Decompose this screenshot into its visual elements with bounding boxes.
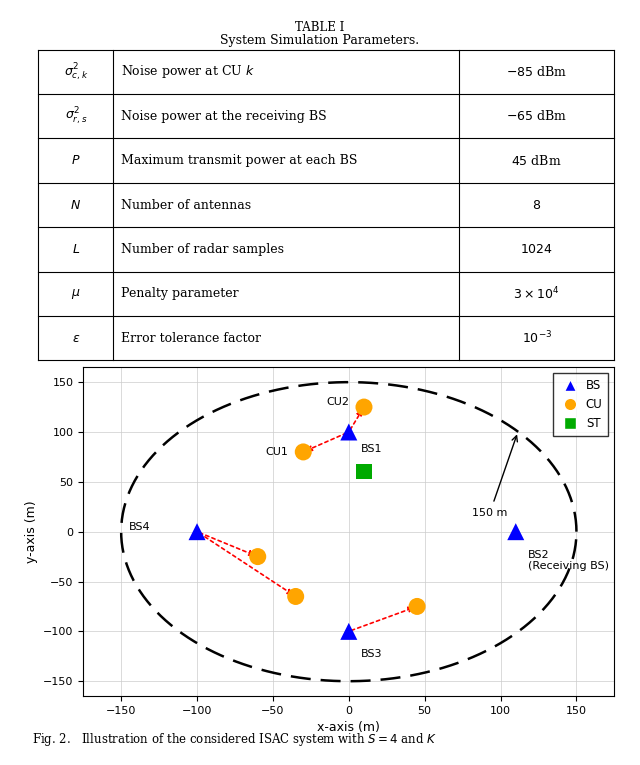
Text: $\sigma_{r,s}^{2}$: $\sigma_{r,s}^{2}$ bbox=[65, 106, 87, 127]
Text: $1024$: $1024$ bbox=[520, 243, 553, 256]
Text: Number of antennas: Number of antennas bbox=[121, 199, 251, 211]
Text: Noise power at the receiving BS: Noise power at the receiving BS bbox=[121, 110, 326, 122]
Text: 150 m: 150 m bbox=[472, 508, 508, 518]
Point bbox=[298, 446, 308, 458]
Point bbox=[511, 526, 521, 538]
Text: $10^{-3}$: $10^{-3}$ bbox=[522, 330, 552, 347]
Point bbox=[192, 526, 202, 538]
Text: $\mu$: $\mu$ bbox=[71, 287, 81, 301]
Text: Number of radar samples: Number of radar samples bbox=[121, 243, 284, 256]
Text: CU2: CU2 bbox=[326, 397, 349, 407]
Text: $L$: $L$ bbox=[72, 243, 80, 256]
Text: Noise power at CU $k$: Noise power at CU $k$ bbox=[121, 63, 255, 80]
Text: $P$: $P$ bbox=[71, 155, 81, 167]
Text: Penalty parameter: Penalty parameter bbox=[121, 288, 239, 300]
Text: $3 \times 10^{4}$: $3 \times 10^{4}$ bbox=[513, 285, 560, 302]
Text: $45$ dBm: $45$ dBm bbox=[511, 154, 562, 168]
Text: Error tolerance factor: Error tolerance factor bbox=[121, 332, 261, 344]
Text: BS2
(Receiving BS): BS2 (Receiving BS) bbox=[528, 549, 609, 571]
Text: T: T bbox=[316, 17, 324, 27]
Text: $N$: $N$ bbox=[70, 199, 81, 211]
Text: $-65$ dBm: $-65$ dBm bbox=[506, 109, 567, 123]
Point bbox=[359, 466, 369, 478]
Text: $\sigma_{c,k}^{2}$: $\sigma_{c,k}^{2}$ bbox=[63, 61, 88, 83]
Text: Maximum transmit power at each BS: Maximum transmit power at each BS bbox=[121, 155, 357, 167]
Text: Fig. 2.   Illustration of the considered ISAC system with $S = 4$ and $K$: Fig. 2. Illustration of the considered I… bbox=[32, 731, 437, 748]
Point bbox=[344, 426, 354, 438]
Text: $8$: $8$ bbox=[532, 199, 541, 211]
Point bbox=[253, 551, 263, 563]
Point bbox=[412, 601, 422, 613]
Text: System Simulation Parameters.: System Simulation Parameters. bbox=[220, 34, 420, 47]
Text: $\varepsilon$: $\varepsilon$ bbox=[72, 332, 80, 344]
Point bbox=[359, 401, 369, 413]
Y-axis label: y-axis (m): y-axis (m) bbox=[24, 500, 38, 563]
Text: BS1: BS1 bbox=[361, 444, 383, 454]
Text: CU1: CU1 bbox=[266, 447, 288, 457]
Text: BS3: BS3 bbox=[361, 649, 383, 659]
Point bbox=[344, 625, 354, 637]
Legend: BS, CU, ST: BS, CU, ST bbox=[553, 373, 609, 436]
Text: BS4: BS4 bbox=[129, 522, 150, 532]
Text: $-85$ dBm: $-85$ dBm bbox=[506, 65, 567, 79]
Point bbox=[291, 591, 301, 603]
Text: TABLE I: TABLE I bbox=[295, 21, 345, 34]
X-axis label: x-axis (m): x-axis (m) bbox=[317, 721, 380, 734]
